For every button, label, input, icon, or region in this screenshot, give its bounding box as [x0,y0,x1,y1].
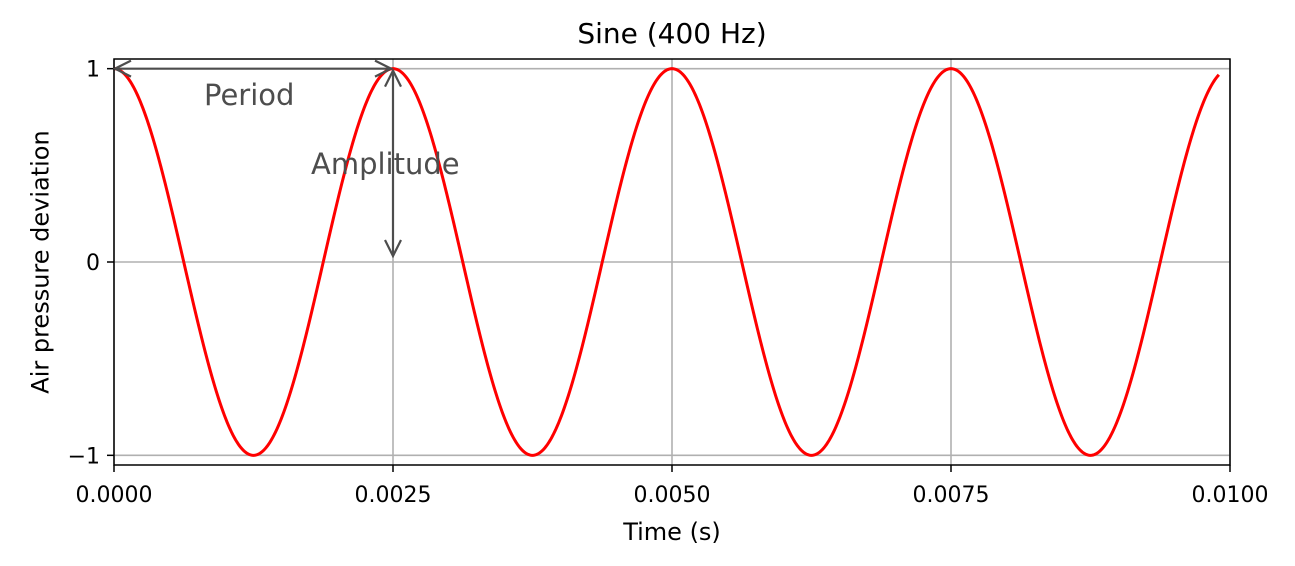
annotation-period-label: Period [204,78,294,112]
series-line-sine [113,67,1220,457]
y-axis: −1 0 1 [68,58,114,469]
annotations-layer: Period Amplitude [115,69,460,256]
annotation-amplitude-label: Amplitude [311,147,460,181]
plot-series-layer [113,67,1220,457]
x-tick-label: 0.0075 [913,483,990,508]
y-axis-label: Air pressure deviation [26,130,54,393]
x-tick-label: 0.0050 [634,483,711,508]
y-tick-label: 0 [86,251,100,276]
x-tick-label: 0.0025 [355,483,432,508]
y-tick-label: 1 [86,58,100,83]
x-axis: 0.0000 0.0025 0.0050 0.0075 0.0100 [76,465,1269,508]
chart-title: Sine (400 Hz) [577,17,766,50]
y-tick-label: −1 [68,444,100,469]
x-axis-label: Time (s) [622,518,721,546]
x-tick-label: 0.0100 [1192,483,1269,508]
x-tick-label: 0.0000 [76,483,153,508]
grid [113,59,1231,465]
